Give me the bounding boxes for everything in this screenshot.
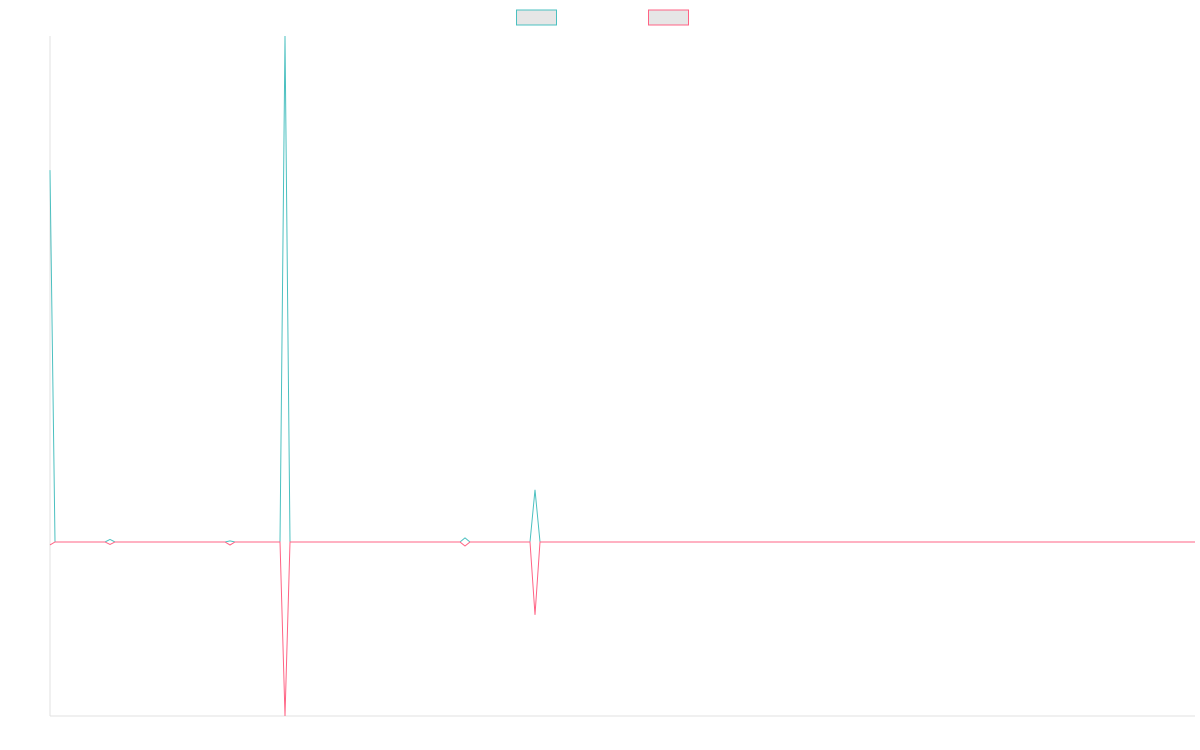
series-line (49, 541, 1195, 717)
legend-swatch (516, 9, 557, 26)
legend-swatch (648, 9, 689, 26)
series-line (49, 35, 1195, 543)
